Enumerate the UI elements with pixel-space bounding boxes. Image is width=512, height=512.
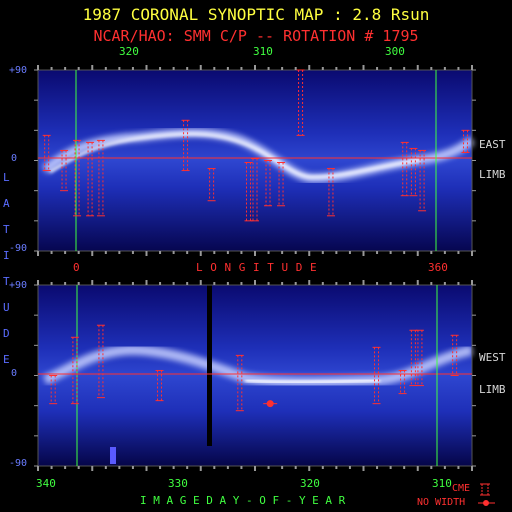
cme-mark (96, 324, 105, 399)
ylabel-letter: U (3, 301, 10, 314)
legend-cme-symbol (480, 483, 490, 496)
bottom-tick-label: 310 (432, 477, 452, 490)
top-tick-label: 320 (119, 45, 139, 58)
cme-mark (49, 375, 58, 405)
ylabel-letter: I (3, 249, 10, 262)
cme-mark (155, 369, 164, 402)
ylabel-letter: A (3, 197, 10, 210)
lat-tick-label: +90 (9, 280, 28, 291)
cme-mark (296, 69, 305, 136)
legend-no-width-label: NO WIDTH (417, 497, 466, 508)
cme-mark (235, 354, 244, 412)
chart-subtitle: NCAR/HAO: SMM C/P -- ROTATION # 1795 (93, 27, 419, 45)
top-tick-label: 300 (385, 45, 405, 58)
east-label: EAST (479, 138, 506, 151)
cme-mark (400, 141, 409, 197)
cme-mark (73, 139, 82, 217)
chart-title: 1987 CORONAL SYNOPTIC MAP : 2.8 Rsun (82, 5, 430, 24)
west-label: WEST (479, 351, 506, 364)
bottom-tick-label: 320 (300, 477, 320, 490)
cme-mark (70, 336, 79, 405)
bottom-streamer-core (244, 378, 381, 385)
lat-tick-label: -90 (9, 243, 28, 254)
lat-tick-label: 0 (11, 153, 18, 164)
cme-mark (450, 334, 459, 376)
lat-tick-label: +90 (9, 65, 28, 76)
day-marker (110, 447, 116, 464)
lat-tick-label: -90 (9, 458, 28, 469)
cme-mark (244, 162, 253, 222)
longitude-tick-0: 0 (73, 261, 80, 274)
ylabel-letter: E (3, 353, 10, 366)
cme-mark (409, 147, 418, 197)
ylabel-letter: L (3, 171, 10, 184)
cme-mark (60, 149, 69, 192)
bottom-tick-label: 330 (168, 477, 188, 490)
cme-mark (42, 134, 51, 172)
ylabel-letter: T (3, 223, 10, 236)
cme-mark (372, 346, 381, 405)
top-tick-label: 310 (253, 45, 273, 58)
ylabel-letter: T (3, 275, 10, 288)
cme-mark (418, 149, 427, 212)
legend-cme-label: CME (452, 483, 471, 494)
bottom-axis-label: I M A G E D A Y - O F - Y E A R (140, 494, 346, 507)
bottom-tick-label: 340 (36, 477, 56, 490)
data-gap (207, 285, 212, 446)
cme-mark (277, 162, 286, 207)
cme-mark (398, 369, 407, 395)
cme-mark (264, 160, 273, 207)
ylabel-letter: D (3, 327, 10, 340)
longitude-axis-label: L O N G I T U D E (196, 261, 318, 274)
lat-tick-label: 0 (11, 368, 18, 379)
cme-mark (461, 129, 470, 153)
cme-mark (181, 119, 190, 172)
cme-mark (96, 139, 105, 217)
west-limb-label: LIMB (479, 383, 506, 396)
legend-no-width-symbol (478, 500, 495, 506)
longitude-tick-360: 360 (428, 261, 448, 274)
cme-mark (326, 168, 335, 217)
east-limb-label: LIMB (479, 168, 506, 181)
no-width-mark (263, 400, 278, 408)
top-streamer-core (49, 132, 421, 179)
cme-mark (251, 157, 259, 222)
cme-mark (415, 329, 424, 387)
cme-mark (86, 141, 95, 217)
cme-mark (207, 168, 216, 202)
